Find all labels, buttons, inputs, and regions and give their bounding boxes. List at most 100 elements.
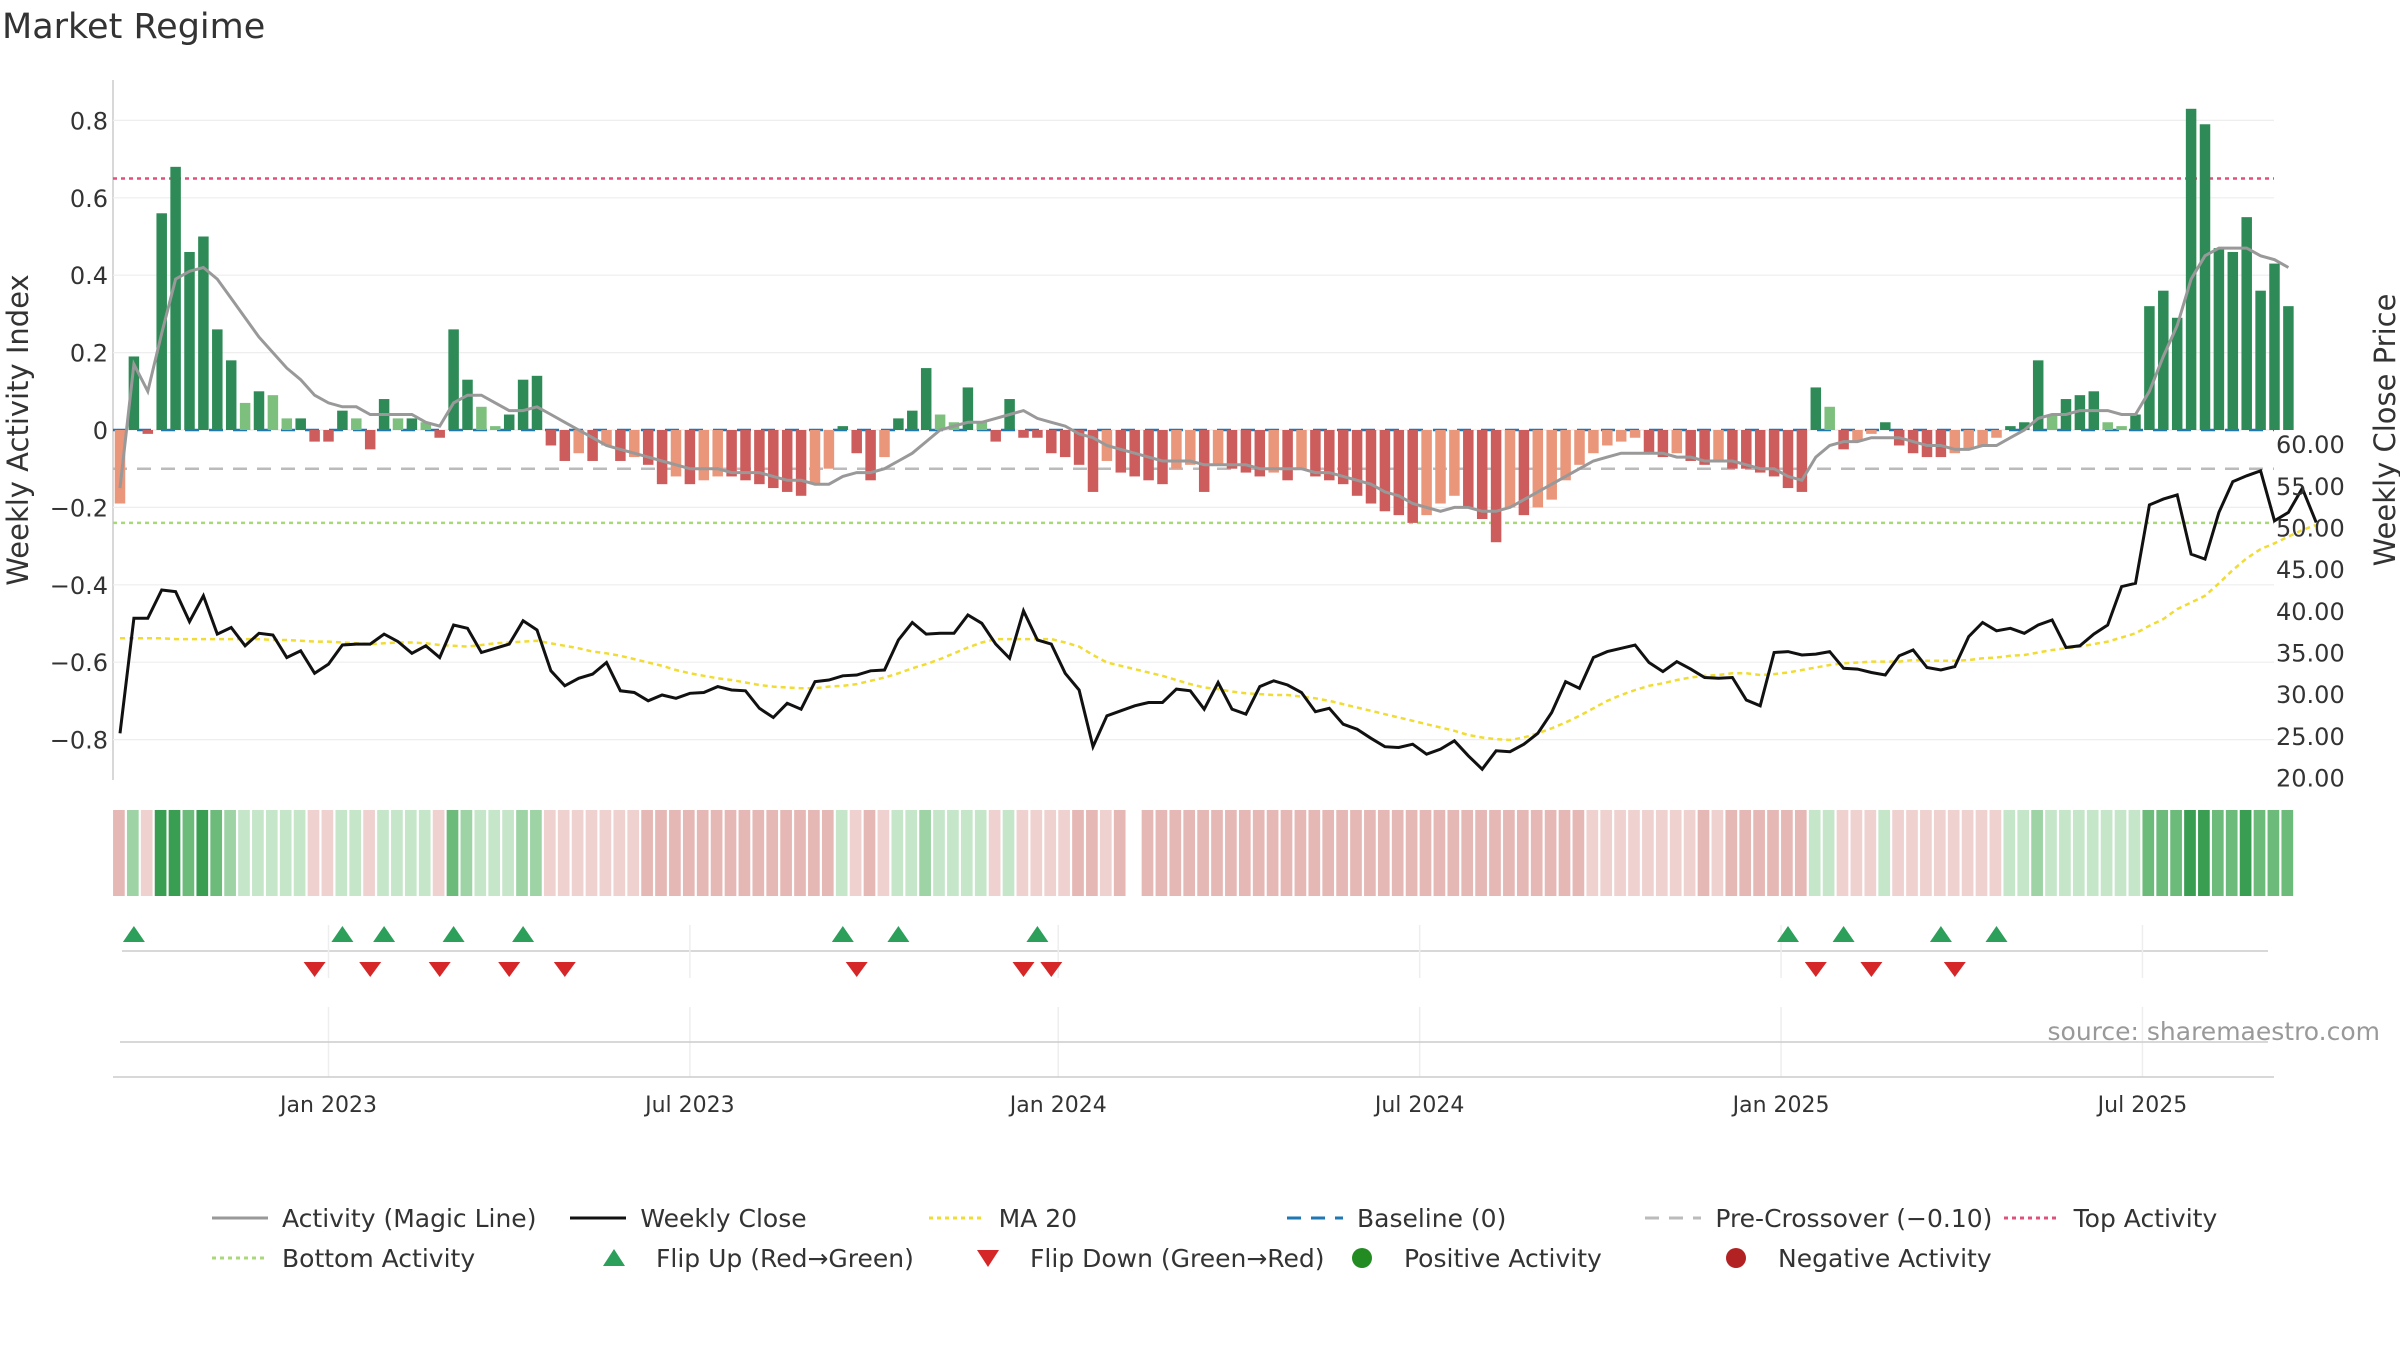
regime-cell [1794,810,1807,896]
magic-line [118,246,2290,513]
regime-cell [641,810,653,896]
activity-bar [1476,430,1488,520]
activity-bar [559,430,571,461]
regime-cell [585,810,598,896]
activity-bar [1240,430,1252,473]
legend-label: Flip Down (Green→Red) [1030,1243,1325,1273]
regime-cell [265,810,278,896]
x-tick-label: Jul 2024 [1373,1093,1465,1118]
activity-bar [823,430,835,469]
legend-item-weekly-close: Weekly Close [568,1204,926,1233]
legend-item-ma20: MA 20 [927,1204,1285,1233]
regime-cell [2086,810,2099,896]
regime-cell [571,810,584,896]
activity-bar [1157,430,1168,485]
regime-cell [1614,810,1626,896]
y2-tick-label: 20.00 [2276,765,2345,793]
activity-bar [1337,430,1349,485]
activity-bar [1449,430,1460,496]
activity-bar [1268,430,1279,473]
regime-cell [988,810,1001,896]
regime-cell [849,810,862,896]
activity-bar [1977,430,1988,446]
regime-cell [1336,810,1348,896]
activity-bar [1921,430,1933,458]
regime-cell [738,810,751,896]
activity-bar [990,430,1001,442]
activity-bar [1852,430,1863,442]
legend-label: Pre-Crossover (−0.10) [1715,1203,1993,1233]
activity-bar [768,430,779,489]
activity-bar [2283,306,2294,430]
regime-cell [2045,810,2057,896]
flip-down-marker [1943,962,1966,977]
activity-bar [1532,430,1544,508]
activity-bar [670,430,682,477]
bottom-activity-swatch [212,1256,268,1260]
activity-bar [712,430,723,477]
activity-bar [1143,430,1154,481]
flip-down-marker [1012,962,1035,977]
regime-cell [2072,810,2085,896]
activity-bar [2074,395,2086,430]
activity-bar [156,213,167,430]
regime-cell [2128,810,2141,896]
activity-bar [642,430,654,465]
activity-bar [1198,430,1210,492]
legend-label: Bottom Activity [282,1243,476,1273]
regime-cell [2211,810,2224,896]
regime-cell [1878,810,1891,896]
activity-bar [573,430,584,454]
regime-cell [2170,810,2182,896]
legend-item-negative-activity: Negative Activity [1706,1244,2080,1273]
activity-bar [2199,124,2211,431]
activity-bar [2171,317,2183,430]
reference-lines [113,177,2274,525]
activity-bar [934,414,946,430]
flip-down-marker [1040,962,1063,977]
activity-bar [323,430,334,442]
activity-bar [1171,430,1182,469]
activity-bar [309,430,320,442]
activity-bar [920,368,932,430]
activity-bar [1824,406,1835,430]
activity-bar [337,410,348,430]
regime-cell [210,810,223,896]
activity-bar [754,430,765,485]
y-tick-label: −0.6 [50,649,108,677]
activity-bar [656,430,668,485]
activity-bar [1602,430,1613,446]
regime-cell [474,810,487,896]
flip-up-marker [331,926,354,942]
x-tick-label: Jan 2025 [1731,1093,1830,1118]
y2-tick-label: 35.00 [2276,639,2345,667]
activity-bar [1226,430,1238,469]
regime-cell [1016,810,1029,896]
activity-bar [2269,263,2280,430]
regime-cell [1781,810,1793,896]
regime-cell [1447,810,1460,896]
activity-bar [1421,430,1432,516]
regime-cell [335,810,348,896]
regime-cell [1850,810,1863,896]
regime-cell [1669,810,1682,896]
regime-cell [168,810,181,896]
activity-bar [795,430,807,496]
regime-cell [1544,810,1557,896]
activity-bar [1838,430,1849,450]
regime-cell [2253,810,2266,896]
regime-cell [557,810,570,896]
regime-cell [863,810,876,896]
activity-bar [239,402,251,430]
regime-cell [1072,810,1084,896]
activity-bar [962,387,974,430]
negative-dot-icon [1726,1248,1746,1268]
flip-up-marker [373,926,396,942]
regime-cell [432,810,445,896]
flip-up-marker [831,926,854,942]
regime-cell [1864,810,1877,896]
flip-down-marker [303,962,326,977]
activity-bar [1699,430,1710,465]
activity-bar [1546,430,1557,500]
regime-cell [1141,810,1154,896]
